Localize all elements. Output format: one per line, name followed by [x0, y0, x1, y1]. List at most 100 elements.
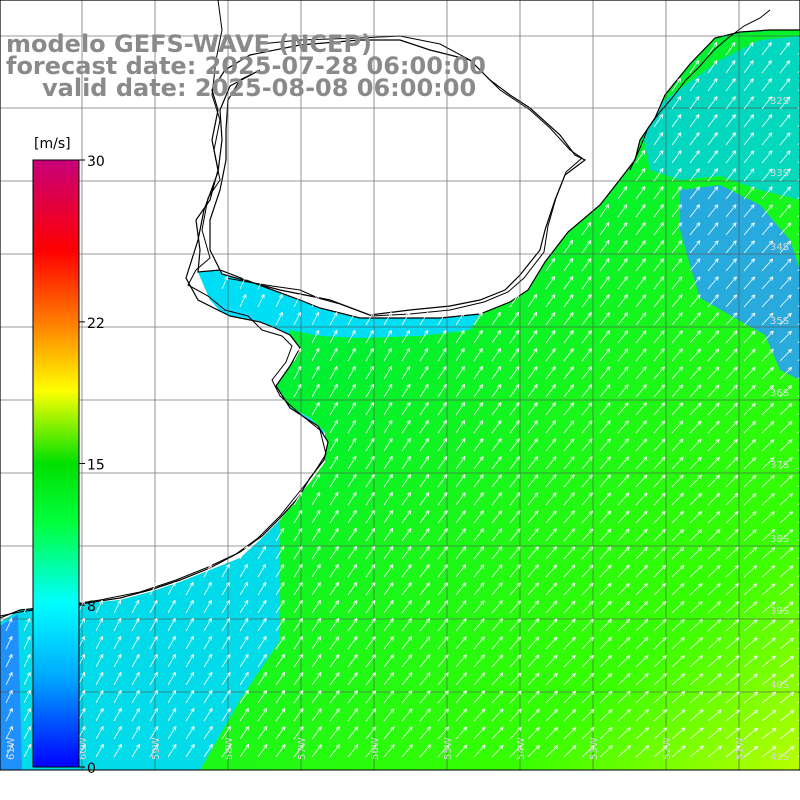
wind-arrow: [383, 438, 393, 452]
wind-arrow: [761, 258, 774, 272]
wind-arrow: [761, 366, 774, 380]
wind-arrow: [365, 618, 376, 632]
wind-arrow: [779, 186, 791, 200]
wind-arrow: [653, 492, 666, 506]
wind-arrow: [419, 402, 429, 416]
wind-arrow: [743, 547, 757, 560]
wind-arrow: [239, 672, 249, 686]
wind-arrow: [725, 222, 737, 236]
wind-arrow: [743, 384, 756, 398]
wind-arrow: [329, 455, 339, 470]
wind-arrow: [545, 672, 558, 686]
wind-arrow: [455, 654, 467, 668]
wind-arrow: [671, 294, 683, 308]
wind-arrow: [491, 726, 504, 740]
wind-arrow: [437, 510, 448, 524]
wind-arrow: [473, 456, 484, 470]
wind-arrow: [635, 492, 648, 506]
wind-arrow: [419, 726, 431, 740]
wind-arrow: [779, 168, 791, 182]
wind-arrow: [113, 743, 122, 758]
wind-arrow: [725, 168, 737, 182]
wind-arrow: [599, 474, 611, 488]
wind-arrow: [635, 222, 646, 236]
wind-arrow: [167, 581, 176, 596]
wind-arrow: [293, 708, 304, 722]
wind-arrow: [491, 600, 503, 614]
wind-arrow: [761, 601, 776, 614]
wind-arrow: [365, 690, 377, 704]
wind-arrow: [527, 330, 538, 344]
longitude-labels: 61W 60W 59W 58W 57W 56W 55W 54W 53W 52W 51W: [6, 737, 746, 760]
wind-arrow: [347, 708, 359, 722]
wind-arrow: [599, 348, 611, 362]
wind-arrow: [617, 691, 631, 704]
wind-arrow: [689, 601, 703, 614]
longitude-label: 55W: [443, 737, 454, 760]
wind-arrow: [653, 384, 665, 398]
wind-arrow: [635, 745, 650, 758]
wind-arrow: [563, 348, 574, 362]
wind-arrow: [491, 384, 502, 398]
wind-arrow: [221, 708, 231, 722]
wind-arrow: [671, 114, 682, 128]
wind-arrow: [95, 635, 104, 650]
wind-arrow: [635, 636, 649, 650]
wind-arrow: [761, 691, 777, 704]
wind-arrow: [743, 745, 759, 758]
wind-arrow: [437, 528, 448, 542]
wind-arrow: [599, 312, 610, 326]
wind-arrow: [635, 348, 647, 362]
wind-arrow: [473, 726, 486, 740]
wind-arrow: [617, 654, 631, 668]
wind-arrow: [437, 402, 447, 416]
wind-arrow: [671, 168, 682, 182]
wind-arrow: [653, 709, 668, 722]
wind-arrow: [725, 204, 737, 218]
wind-arrow: [599, 492, 612, 506]
wind-arrow: [671, 402, 684, 416]
wind-arrow: [419, 456, 430, 470]
wind-arrow: [347, 744, 359, 758]
wind-arrow: [455, 510, 466, 524]
wind-arrow: [779, 583, 794, 596]
wind-arrow: [545, 600, 558, 614]
wind-arrow: [383, 401, 393, 416]
wind-arrow: [203, 653, 213, 668]
wind-arrow: [365, 347, 374, 362]
wind-arrow: [95, 725, 104, 740]
wind-arrow: [779, 565, 794, 578]
wind-arrow: [491, 456, 502, 470]
wind-arrow: [5, 743, 13, 758]
wind-arrow: [635, 727, 650, 740]
wind-arrow: [689, 528, 703, 542]
wind-arrow: [5, 617, 13, 632]
wind-arrow: [743, 637, 758, 650]
wind-arrow: [311, 546, 321, 560]
wind-arrow: [563, 312, 574, 326]
wind-arrow: [239, 690, 249, 704]
wind-arrow: [689, 78, 700, 92]
wind-arrow: [509, 726, 522, 740]
wind-arrow: [689, 204, 701, 218]
wind-arrow: [527, 618, 540, 632]
wind-arrow: [545, 492, 557, 506]
wind-arrow: [437, 492, 448, 506]
colorbar-tick-label: 30: [87, 154, 105, 170]
colorbar-tick-label: 15: [87, 458, 105, 474]
wind-arrow: [671, 709, 686, 722]
wind-arrow: [545, 348, 556, 362]
wind-arrow: [167, 744, 177, 758]
wind-arrow: [617, 294, 628, 308]
wind-arrow: [653, 150, 664, 164]
wind-arrow: [365, 582, 376, 596]
wind-arrow: [365, 600, 376, 614]
wind-arrow: [653, 528, 666, 542]
wind-arrow: [779, 601, 794, 614]
wind-arrow: [527, 582, 539, 596]
wind-arrow: [329, 311, 338, 326]
wind-arrow: [563, 258, 574, 272]
wind-arrows: [5, 42, 800, 758]
wind-arrow: [743, 709, 759, 722]
